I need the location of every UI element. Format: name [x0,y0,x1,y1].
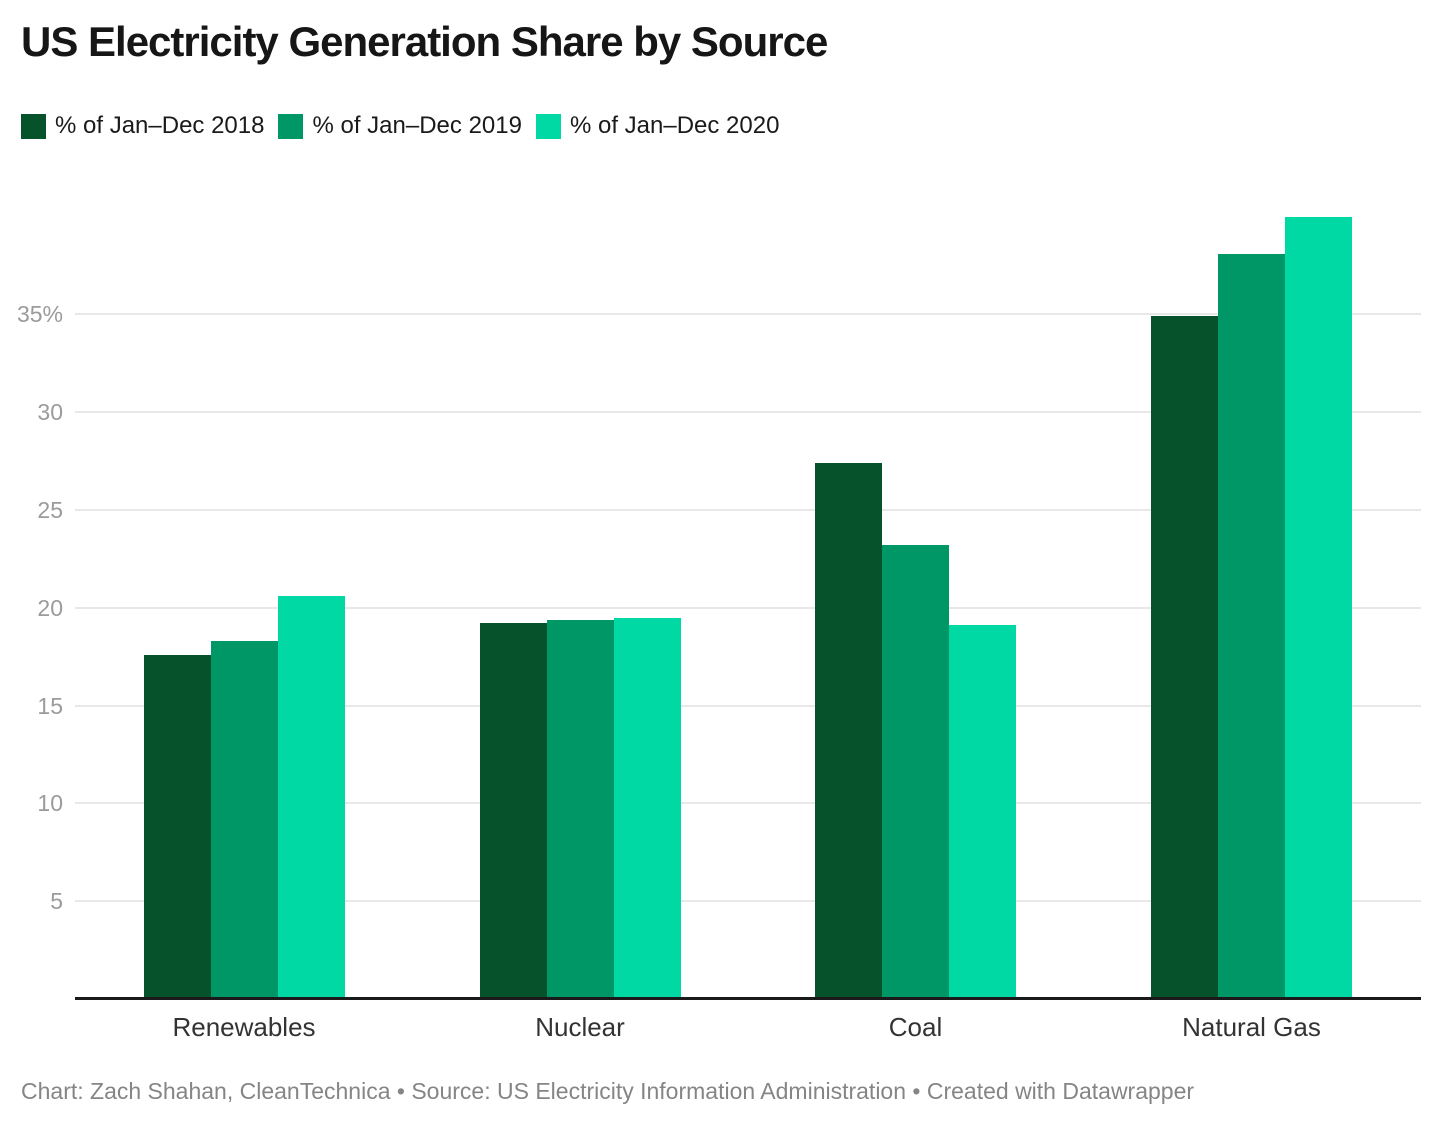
gridline [75,704,1421,707]
gridline [75,606,1421,609]
legend-label-2020: % of Jan–Dec 2020 [569,112,780,139]
legend-item-2019: % of Jan–Dec 2019 [278,112,522,140]
x-axis-label: Coal [888,1012,943,1042]
bar-coal-2019 [882,545,949,999]
y-tick-label: 20 [37,594,63,621]
bar-nuclear-2020 [613,617,681,999]
bar-natural-gas-2020 [1285,216,1352,999]
legend-item-2018: % of Jan–Dec 2018 [21,112,264,140]
gridline [75,900,1421,903]
bar-natural-gas-2019 [1218,253,1285,999]
gridline [75,802,1421,805]
bar-coal-2020 [949,625,1016,999]
bar-renewables-2020 [277,596,345,999]
y-tick-label: 15 [37,692,63,719]
bar-renewables-2018 [143,654,211,999]
x-axis-line [75,997,1421,1000]
legend-label-2019: % of Jan–Dec 2019 [312,112,522,139]
y-tick-label: 30 [37,399,63,426]
x-axis-label: Nuclear [535,1012,625,1042]
legend-swatch-2019 [278,113,304,139]
bar-coal-2018 [815,463,882,999]
gridline [75,313,1421,316]
y-tick-label: 25 [37,497,63,523]
y-tick-label: 35% [16,301,63,328]
gridline [75,509,1421,511]
bar-nuclear-2018 [479,623,547,999]
legend-swatch-2018 [21,113,46,139]
legend-swatch-2020 [535,113,561,139]
y-tick-label: 10 [37,790,63,817]
legend: % of Jan–Dec 2018 % of Jan–Dec 2019 % of… [21,112,779,140]
x-axis-label: Renewables [172,1012,316,1042]
gridline [75,411,1421,414]
legend-label-2018: % of Jan–Dec 2018 [55,112,265,139]
y-tick-label: 5 [50,888,63,915]
legend-item-2020: % of Jan–Dec 2020 [535,112,780,140]
bar-renewables-2019 [210,641,278,999]
x-axis-label: Natural Gas [1182,1012,1321,1042]
chart-footer: Chart: Zach Shahan, CleanTechnica • Sour… [21,1078,1195,1104]
chart-title: US Electricity Generation Share by Sourc… [21,18,828,65]
bar-natural-gas-2018 [1151,316,1218,999]
bar-nuclear-2019 [546,619,614,999]
